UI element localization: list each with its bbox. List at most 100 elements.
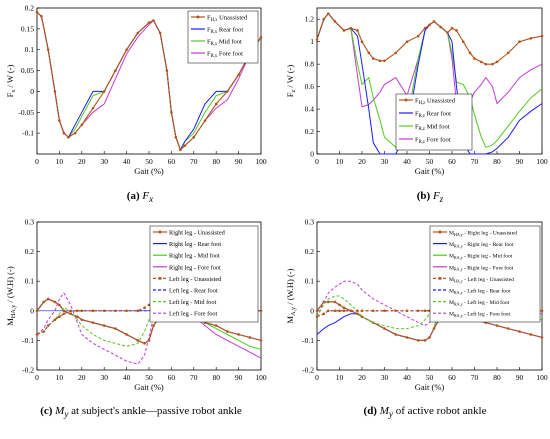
series-line-mid-dash	[36, 295, 261, 347]
x-axis-label: Gait (%)	[415, 166, 445, 176]
data-point	[259, 339, 263, 342]
data-point	[114, 309, 117, 313]
data-point	[423, 26, 427, 30]
data-point	[322, 17, 326, 21]
data-point	[125, 333, 128, 336]
legend-label: MHA,y - Right leg - Unassisted	[449, 231, 517, 238]
legend-label: Left leg - Unassisted	[169, 276, 222, 283]
x-tick-label: 70	[471, 373, 479, 382]
data-point	[540, 309, 544, 313]
data-point	[35, 333, 39, 336]
data-point	[432, 327, 436, 330]
data-point	[183, 144, 187, 147]
data-point	[58, 303, 61, 307]
legend-label: FR,x Fore foot	[207, 51, 243, 60]
legend-marker	[158, 230, 162, 234]
data-point	[423, 339, 427, 342]
data-point	[315, 309, 319, 313]
data-point	[405, 40, 409, 43]
data-point	[42, 300, 46, 304]
x-tick-label: 30	[381, 373, 389, 382]
legend-box	[149, 225, 259, 323]
y-tick-label: 1	[310, 37, 314, 46]
data-point	[42, 330, 46, 333]
x-tick-label: 50	[145, 157, 153, 166]
x-tick-label: 20	[358, 373, 366, 382]
legend-label: Left leg - Mid foot	[169, 299, 216, 306]
data-point	[237, 333, 240, 336]
x-tick-label: 60	[448, 373, 456, 382]
y-tick-label: 0.15	[21, 24, 34, 33]
y-tick-label: -0.2	[22, 366, 34, 375]
y-axis-label: MHA,y / (W.H) (-)	[5, 266, 17, 326]
y-tick-label: 0.2	[305, 127, 315, 136]
y-tick-label: 0.2	[25, 247, 35, 256]
data-point	[473, 57, 476, 60]
x-tick-label: 50	[145, 373, 153, 382]
data-point	[40, 15, 43, 18]
y-tick-label: -0.1	[302, 336, 314, 345]
data-point	[450, 26, 454, 30]
legend-label: FR,z Fore foot	[415, 137, 451, 146]
legend-label: FH,z Unassisted	[415, 98, 456, 107]
legend-marker	[196, 15, 200, 19]
x-tick-label: 60	[448, 157, 456, 166]
data-point	[53, 90, 57, 93]
y-tick-label: 0.1	[25, 277, 35, 286]
data-point	[69, 309, 72, 313]
data-point	[394, 333, 398, 336]
data-point	[102, 90, 106, 93]
caption-d: (d) My of active robot ankle	[363, 405, 487, 420]
legend-label: MRA,y - Left leg - Fore foot	[449, 311, 511, 319]
data-point	[170, 110, 173, 114]
x-tick-label: 40	[123, 373, 131, 382]
x-tick-label: 40	[403, 373, 411, 382]
x-tick-label: 60	[168, 157, 176, 166]
data-point	[73, 131, 77, 135]
x-tick-label: 70	[190, 157, 198, 166]
data-point	[58, 315, 61, 319]
data-point	[405, 336, 409, 339]
data-point	[338, 303, 341, 307]
legend-label: Left leg - Rear foot	[169, 288, 218, 295]
legend-marker	[438, 230, 442, 234]
data-point	[371, 309, 375, 313]
legend-label: MRA,y - Left leg - Rear foot	[449, 288, 511, 296]
x-tick-label: 100	[255, 157, 267, 166]
y-tick-label: -0.05	[18, 108, 34, 117]
caption-a: (a) Fx	[126, 190, 154, 205]
legend-label: MRA,y - Left leg - Mid foot	[449, 299, 510, 307]
data-point	[506, 327, 510, 330]
data-point	[136, 31, 140, 35]
x-tick-label: 0	[35, 157, 39, 166]
x-tick-label: 80	[493, 157, 501, 166]
data-point	[203, 119, 207, 122]
data-point	[35, 10, 39, 14]
y-tick-label: 0	[310, 150, 314, 159]
y-tick-label: 1.2	[305, 15, 315, 24]
x-tick-label: 100	[536, 157, 548, 166]
data-point	[360, 309, 364, 313]
data-point	[468, 51, 472, 55]
data-point	[338, 309, 341, 313]
data-point	[439, 25, 443, 29]
x-tick-label: 100	[255, 373, 267, 382]
legend-label: Left leg - Fore foot	[169, 311, 218, 318]
data-point	[326, 300, 330, 304]
x-tick-label: 20	[358, 157, 366, 166]
data-point	[136, 309, 140, 313]
data-point	[53, 318, 57, 321]
data-point	[136, 339, 140, 342]
data-point	[518, 40, 521, 43]
y-tick-label: 0	[30, 87, 34, 96]
data-point	[125, 48, 128, 52]
y-tick-label: 0	[30, 306, 34, 315]
x-tick-label: 0	[35, 373, 39, 382]
data-point	[80, 318, 84, 321]
y-tick-label: 0.2	[25, 4, 35, 13]
data-point	[455, 29, 458, 32]
legend-box	[187, 10, 259, 64]
data-point	[518, 330, 521, 333]
y-tick-label: 0.6	[305, 82, 315, 91]
x-tick-label: 40	[123, 157, 131, 166]
